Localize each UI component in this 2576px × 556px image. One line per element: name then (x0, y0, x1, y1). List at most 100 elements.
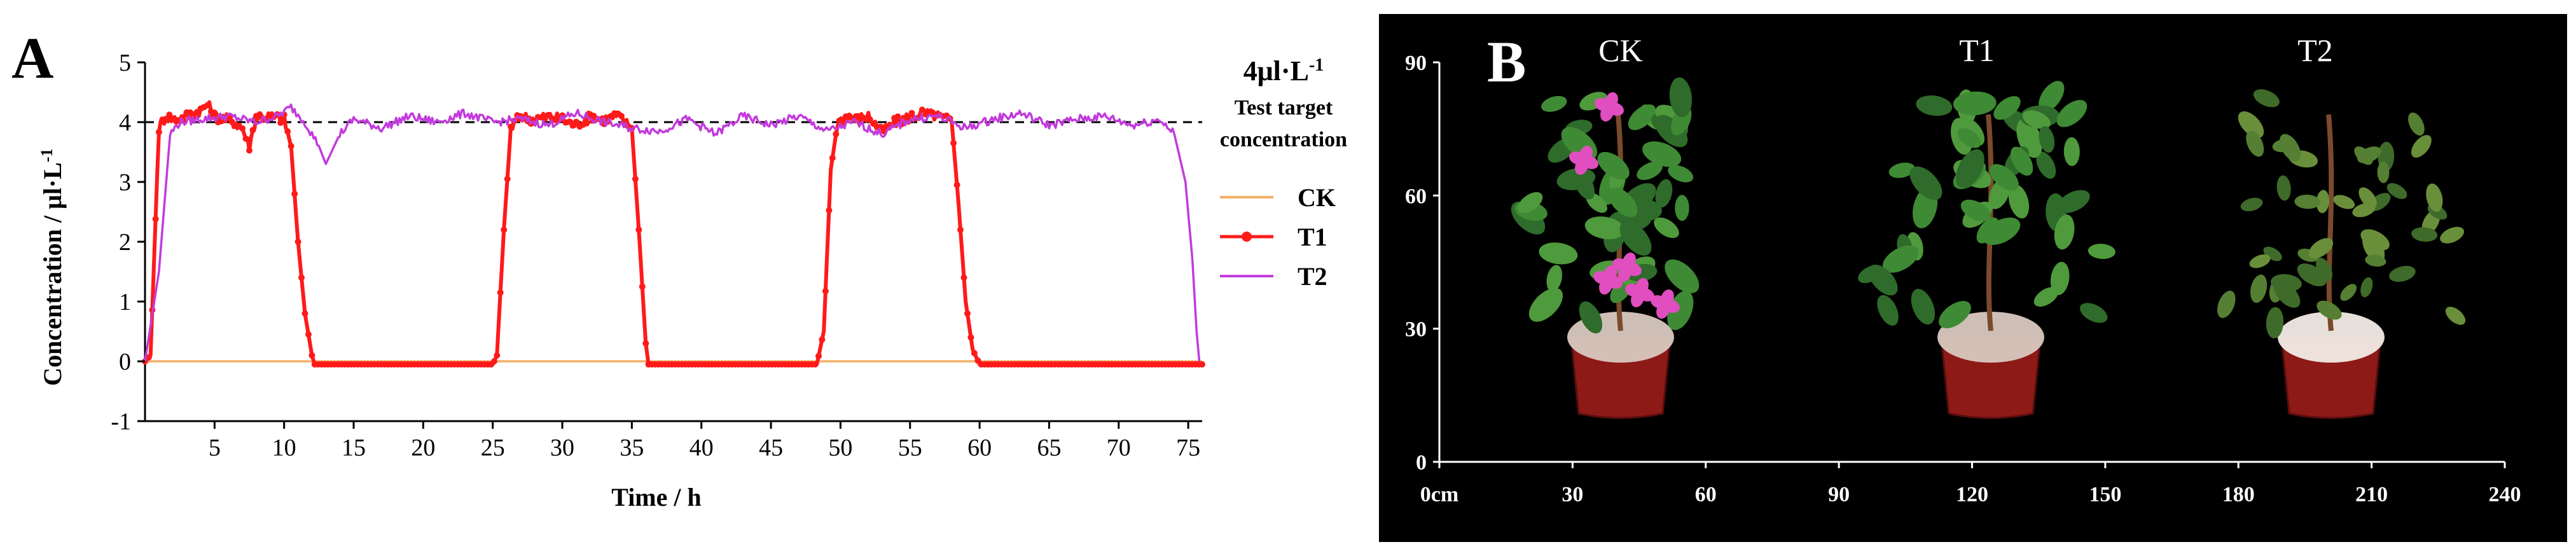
treatment-label-t1: T1 (1959, 32, 1995, 68)
target-caption-line2: concentration (1220, 128, 1347, 151)
t1-point (298, 274, 305, 281)
t1-point (145, 354, 152, 361)
t1-point (246, 147, 253, 154)
x-tick-label: 50 (828, 434, 852, 461)
t1-point (494, 352, 501, 359)
leaf (1654, 217, 1679, 239)
leaf (2273, 281, 2301, 308)
scale-x-tick-label: 240 (2489, 483, 2521, 506)
leaf (1637, 162, 1663, 180)
leaf (1909, 166, 1942, 200)
flower-bract (1579, 146, 1593, 163)
leaf (1990, 163, 2019, 191)
t1-point (815, 352, 822, 359)
panel-b-scale-axes: 0 30 60 90 0cm 30 60 90 120 150 180 210 240 (1405, 52, 2521, 506)
y-tick-label: 1 (119, 289, 131, 316)
panel-b-label: B (1487, 29, 1526, 94)
scale-y-tick-label: 60 (1405, 184, 1427, 208)
leaf (2088, 244, 2116, 260)
scale-x-tick-label: 60 (1695, 483, 1717, 506)
series-markers-t1 (142, 102, 1205, 368)
y-tick-label: 2 (119, 229, 131, 256)
x-tick-label: 60 (967, 434, 992, 461)
t1-point (618, 113, 625, 120)
leaf (2217, 290, 2236, 318)
flower-bract (1604, 92, 1618, 110)
scale-x-tick-label: 30 (1562, 483, 1583, 506)
t1-point (833, 130, 840, 137)
leaf (2316, 190, 2329, 214)
leaf (1579, 301, 1603, 334)
leaf (1655, 179, 1673, 208)
t1-point (287, 142, 294, 149)
leaf (2426, 183, 2443, 212)
t1-point (812, 361, 819, 368)
t1-point (497, 289, 504, 296)
leaf (2249, 254, 2271, 268)
leaf (1574, 170, 1595, 200)
leaf (2360, 229, 2390, 251)
scale-x-tick-label: 180 (2222, 483, 2255, 506)
leaf (2080, 303, 2108, 323)
t1-point (826, 207, 833, 214)
leaf (2010, 146, 2033, 176)
t1-point (501, 226, 508, 233)
series-line-t1 (143, 100, 1203, 366)
flower-bract (1603, 265, 1617, 283)
leaf (1882, 245, 1919, 273)
leaf (2445, 307, 2466, 325)
leaf (2408, 112, 2425, 136)
x-tick-label: 25 (481, 434, 505, 461)
y-axis-label: Concentration / μl·L-1 (38, 148, 67, 386)
legend-label-t2: T2 (1298, 262, 1327, 291)
x-tick-label: 65 (1037, 434, 1061, 461)
t1-point (294, 239, 301, 245)
leaf (2357, 146, 2381, 163)
scale-x-tick-label: 210 (2355, 483, 2388, 506)
target-value-text: 4μl·L-1 (1243, 55, 1324, 87)
treatment-label-ck: CK (1598, 32, 1642, 68)
plant-t1 (1858, 81, 2116, 419)
x-tick-label: 70 (1107, 434, 1131, 461)
flower-bract (1635, 278, 1649, 296)
t1-point (894, 113, 901, 120)
y-tick-label: 3 (119, 169, 131, 196)
leaf (2440, 226, 2465, 244)
t1-point (152, 216, 159, 223)
leaf (1957, 128, 1981, 148)
leaf (2316, 300, 2342, 320)
leaf (1518, 192, 1543, 214)
flower-bract (1660, 289, 1674, 307)
leaf (1668, 165, 1694, 183)
leaf (2238, 111, 2264, 138)
leaf (2308, 238, 2334, 259)
x-tick-label: 20 (411, 434, 435, 461)
leaf (2057, 190, 2090, 213)
leaf (2036, 151, 2056, 179)
scale-x-tick-label: 0cm (1420, 483, 1458, 506)
t1-point (957, 226, 964, 233)
t1-point (960, 274, 967, 281)
leaf (1982, 218, 2021, 245)
leaf (2039, 81, 2065, 112)
leaf (2316, 258, 2332, 281)
t1-point (204, 102, 211, 109)
t1-point (490, 358, 497, 365)
t1-point (162, 116, 169, 122)
t1-point (635, 226, 642, 233)
scale-y-tick-label: 30 (1405, 318, 1427, 342)
t1-point (242, 136, 249, 142)
t1-point (308, 352, 315, 359)
x-tick-label: 30 (550, 434, 574, 461)
x-tick-label: 75 (1176, 434, 1200, 461)
legend-label-t1: T1 (1298, 223, 1327, 251)
t1-point (155, 129, 162, 136)
leaf (2272, 139, 2296, 153)
t1-point (953, 181, 960, 188)
panel-a-series (142, 100, 1205, 368)
x-tick-label: 15 (342, 434, 366, 461)
scale-y-tick-label: 90 (1405, 52, 1427, 75)
